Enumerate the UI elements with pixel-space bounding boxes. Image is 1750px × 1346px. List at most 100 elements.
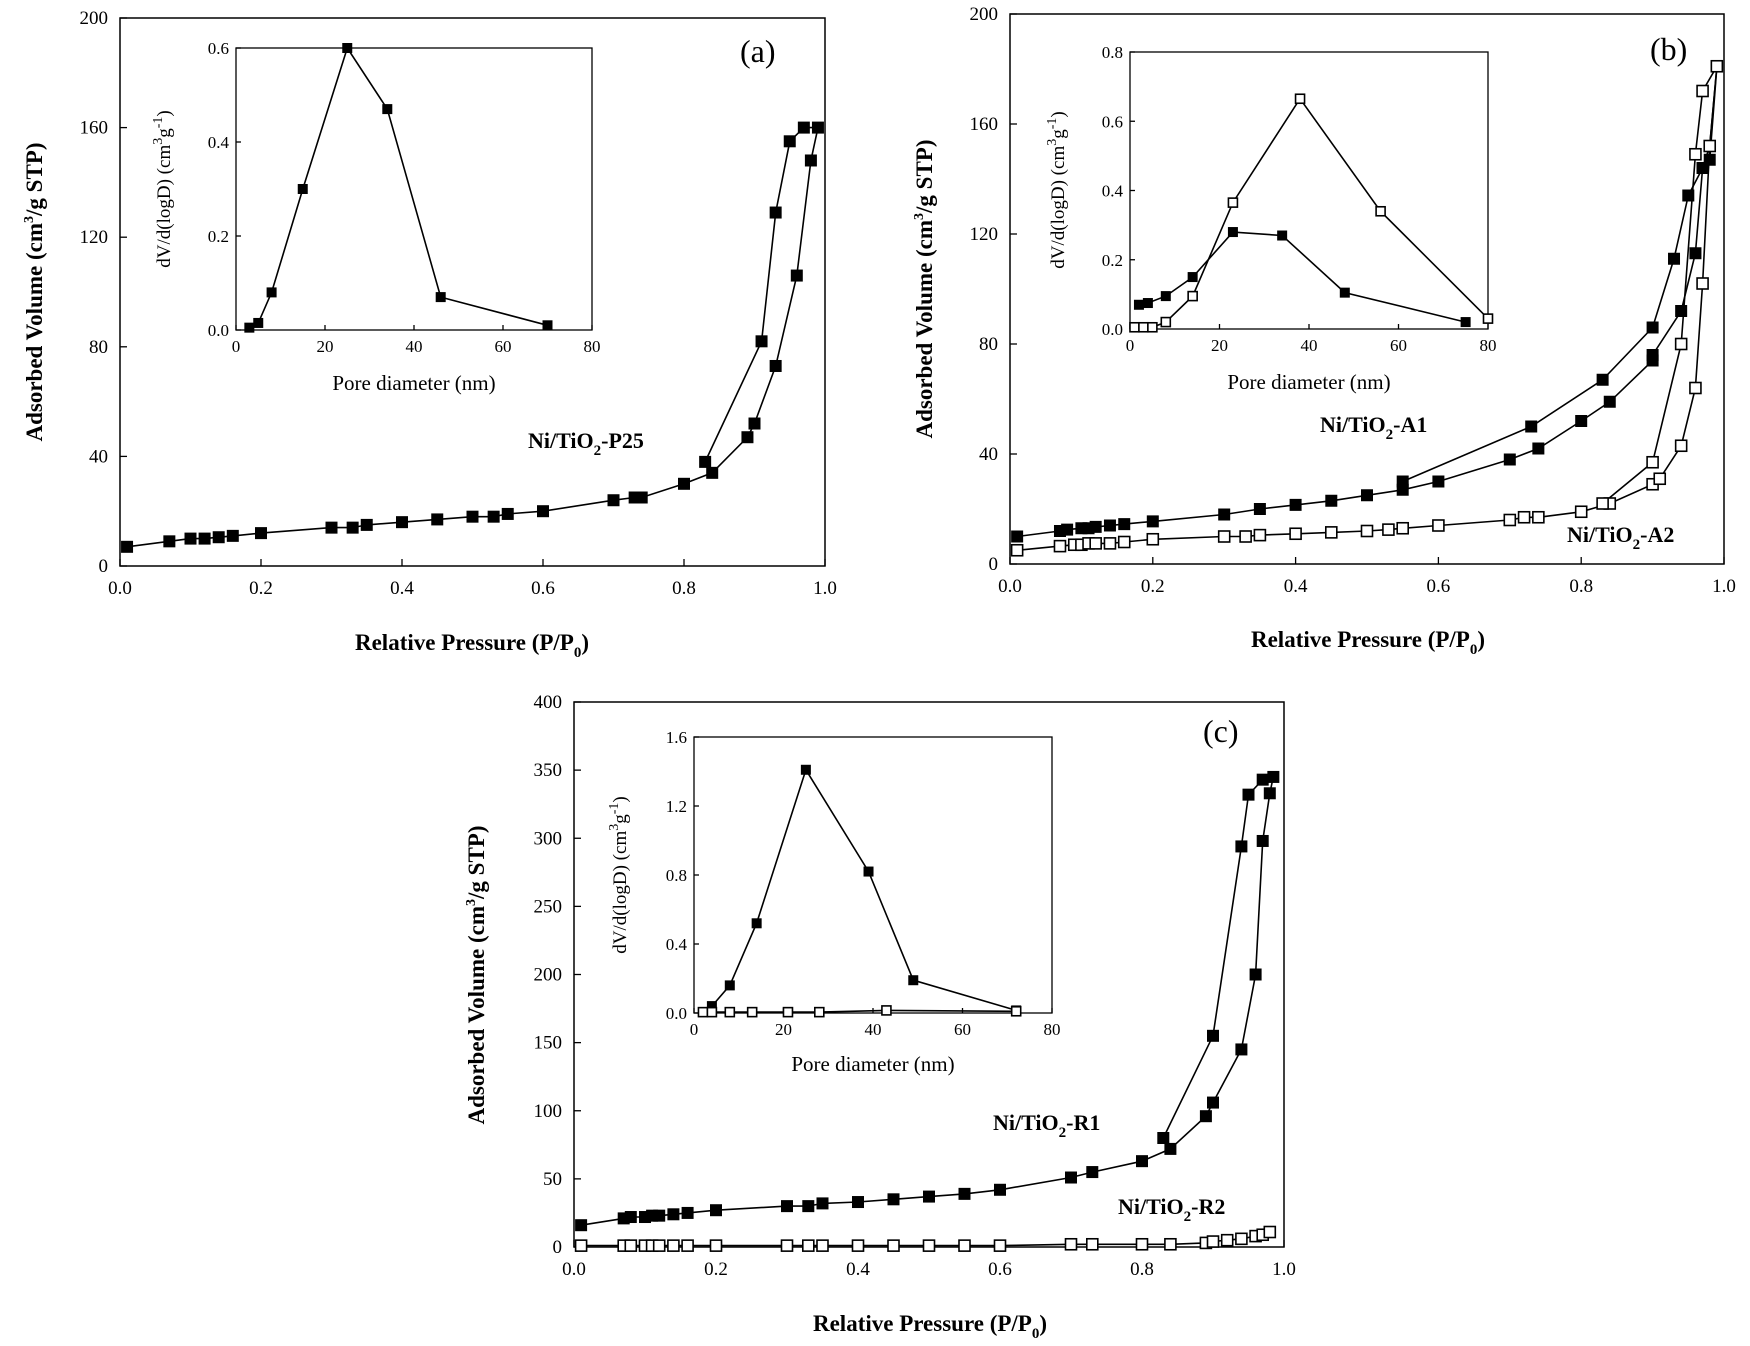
panel-a-point-ni-tio2-p25 — [487, 510, 500, 523]
panel-c-point-ni-tio2-r1 — [1199, 1110, 1212, 1123]
panel-c-point-ni-tio2-r1 — [887, 1193, 900, 1206]
panel-b-point-ni-tio2-a1 — [1061, 523, 1074, 536]
panel-a-inset-x-tick-label: 80 — [584, 337, 601, 356]
panel-c-point-ni-tio2-r1 — [1164, 1142, 1177, 1155]
panel-b-point-ni-tio2-a1 — [1325, 494, 1338, 507]
panel-c-x-tick-label: 0.0 — [562, 1259, 586, 1280]
panel-a-y-tick-label: 120 — [80, 227, 109, 248]
panel-b-point-ni-tio2-a1 — [1289, 498, 1302, 511]
panel-b-point-ni-tio2-a1 — [1396, 475, 1409, 488]
panel-a-x-tick-label: 0.6 — [531, 578, 555, 599]
panel-b-point-ni-tio2-a2 — [1696, 277, 1709, 290]
panel-c-point-ni-tio2-r1 — [816, 1197, 829, 1210]
panel-c-point-ni-tio2-r1 — [1207, 1096, 1219, 1109]
panel-a-inset-point-ni-tio2-p25 — [435, 292, 446, 303]
panel-b-inset-point-ni-tio2-a1 — [1160, 291, 1171, 302]
panel-b-point-ni-tio2-a1 — [1011, 530, 1024, 543]
panel-b-point-ni-tio2-a2 — [1646, 455, 1659, 469]
panel-c-inset-y-tick-label: 0.0 — [666, 1004, 687, 1023]
panel-c-x-tick-label: 0.6 — [988, 1259, 1012, 1280]
panel-a-y-tick-label: 200 — [80, 8, 109, 29]
panel-c-inset-point-ni-tio2-r2 — [813, 1006, 825, 1018]
panel-a-point-ni-tio2-p25 — [699, 455, 712, 468]
panel-c-inset-y-tick-label: 1.2 — [666, 797, 687, 816]
panel-c-point-ni-tio2-r1 — [1263, 787, 1276, 800]
panel-c-point-ni-tio2-r1 — [1157, 1132, 1170, 1144]
panel-c-inset-x-tick-label: 20 — [775, 1020, 792, 1039]
panel-a-y-tick-label: 160 — [80, 118, 109, 139]
panel-c-point-ni-tio2-r1 — [1256, 834, 1269, 847]
panel-c-point-ni-tio2-r2 — [1263, 1225, 1277, 1239]
panel-c-point-ni-tio2-r1 — [624, 1211, 637, 1224]
panel-b-inset-x-tick-label: 80 — [1480, 336, 1497, 355]
panel-b-inset-point-ni-tio2-a1 — [1142, 298, 1153, 309]
panel-a-x-axis-title: Relative Pressure (P/P0) — [355, 630, 589, 661]
panel-b-inset-x-tick-label: 60 — [1390, 336, 1407, 355]
panel-b-point-ni-tio2-a1 — [1118, 518, 1131, 531]
panel-b-y-tick-label: 160 — [970, 114, 999, 135]
panel-a-inset-point-ni-tio2-p25 — [266, 287, 277, 298]
panel-c-inset-point-ni-tio2-r1 — [751, 918, 762, 929]
panel-c-inset-y-axis-title: dV/d(logD) (cm3g-1) — [607, 796, 631, 953]
panel-b-point-ni-tio2-a1 — [1603, 395, 1616, 408]
panel-b-y-tick-label: 80 — [979, 334, 998, 355]
panel-a-inset-x-tick-label: 0 — [232, 337, 241, 356]
panel-b-x-tick-label: 0.8 — [1569, 576, 1593, 597]
panel-b-point-ni-tio2-a1 — [1532, 442, 1545, 455]
panel-c-point-ni-tio2-r2 — [1235, 1232, 1248, 1246]
panel-b-point-ni-tio2-a2 — [1432, 519, 1445, 532]
panel-c-inset-point-ni-tio2-r2 — [724, 1006, 736, 1018]
panel-b-point-ni-tio2-a1 — [1675, 305, 1688, 317]
panel-c-point-ni-tio2-r1 — [681, 1206, 694, 1219]
panel-c-inset-y-tick-label: 1.6 — [666, 728, 687, 747]
panel-a-point-ni-tio2-p25 — [607, 494, 620, 507]
panel-c-inset-point-ni-tio2-r1 — [863, 866, 874, 877]
panel-c-point-ni-tio2-r2 — [1086, 1237, 1099, 1251]
panel-a-inset-y-tick-label: 0.0 — [208, 321, 229, 340]
panel-a-inset-y-tick-label: 0.2 — [208, 227, 229, 246]
panel-b-inset-point-ni-tio2-a2 — [1147, 321, 1158, 333]
panel-a-point-ni-tio2-p25 — [748, 417, 761, 430]
panel-b-series — [1010, 59, 1724, 557]
panel-a-point-ni-tio2-p25 — [396, 516, 408, 529]
panel-b-plot-frame — [1009, 13, 1725, 565]
panel-c-y-tick-label: 100 — [534, 1101, 563, 1122]
panel-c-point-ni-tio2-r2 — [574, 1239, 588, 1252]
panel-a-point-ni-tio2-p25 — [755, 335, 768, 348]
panel-b-point-ni-tio2-a2 — [1253, 528, 1267, 542]
panel-c-inset-point-ni-tio2-r1 — [800, 764, 811, 775]
panel-a-inset-point-ni-tio2-p25 — [297, 184, 308, 194]
panel-b-point-ni-tio2-a1 — [1689, 247, 1702, 260]
panel-c-point-ni-tio2-r2 — [887, 1239, 900, 1252]
panel-a-y-axis-title: Adsorbed Volume (cm3/g STP) — [22, 143, 47, 442]
panel-b-point-ni-tio2-a2 — [1010, 543, 1024, 557]
panel-c-point-ni-tio2-r2 — [922, 1239, 936, 1252]
panel-a-inset-x-tick-label: 60 — [495, 337, 512, 356]
panel-c-point-ni-tio2-r1 — [667, 1208, 680, 1221]
panel-a-inset-point-ni-tio2-p25 — [542, 320, 553, 331]
panel-a-inset-y-tick-label: 0.6 — [208, 39, 229, 58]
panel-b-inset-point-ni-tio2-a1 — [1339, 287, 1350, 298]
panel-c-inset-x-tick-label: 60 — [954, 1020, 971, 1039]
panel-b-inset-y-tick-label: 0.4 — [1102, 182, 1124, 201]
panel-a-series — [121, 121, 824, 553]
panel-c-y-tick-label: 300 — [534, 828, 563, 849]
panel-c-x-tick-label: 0.8 — [1130, 1259, 1154, 1280]
panel-b-point-ni-tio2-a1 — [1103, 519, 1116, 532]
panel-c-inset-point-ni-tio2-r1 — [908, 975, 919, 986]
panel-c-point-ni-tio2-r1 — [1256, 773, 1269, 786]
panel-c-point-ni-tio2-r1 — [710, 1204, 722, 1217]
panel-a-point-ni-tio2-p25 — [501, 507, 514, 520]
panel-b-point-ni-tio2-a1 — [1668, 252, 1681, 265]
panel-a-point-ni-tio2-p25 — [769, 206, 782, 219]
panel-c-inset-x-axis-title: Pore diameter (nm) — [791, 1052, 954, 1076]
panel-c-point-ni-tio2-r2 — [958, 1239, 971, 1252]
panel-c-x-axis-title: Relative Pressure (P/P0) — [813, 1311, 1047, 1342]
panel-c-inset-series — [697, 764, 1022, 1018]
panel-a-inset-series-line-ni-tio2-p25 — [248, 46, 548, 329]
panel-a-point-ni-tio2-p25 — [325, 521, 338, 534]
panel-c-point-ni-tio2-r1 — [1136, 1155, 1148, 1168]
